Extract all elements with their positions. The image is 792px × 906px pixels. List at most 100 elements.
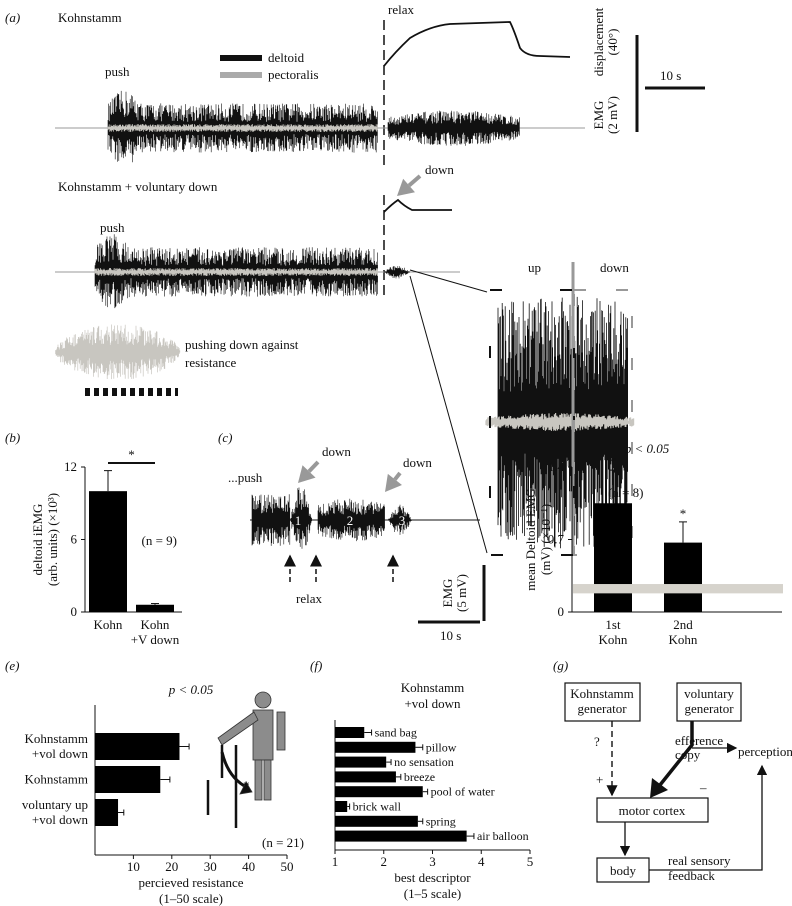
- x-tick-label: 20: [165, 859, 178, 874]
- panel-label: (g): [553, 658, 568, 673]
- y-tick-label: Kohnstamm +vol down: [24, 731, 88, 761]
- y-tick-label: 0.7: [548, 532, 565, 547]
- bar: [89, 491, 127, 612]
- significance: *: [128, 447, 135, 462]
- emg-trace: [251, 494, 291, 546]
- node-label: voluntary generator: [684, 686, 734, 716]
- x-tick-label: 40: [242, 859, 255, 874]
- panel-label: (b): [5, 430, 20, 445]
- node-label: body: [610, 863, 637, 878]
- bar-label: air balloon: [477, 829, 529, 843]
- bar-label: brick wall: [353, 800, 402, 814]
- pointer-arrowhead: [385, 473, 402, 492]
- y-tick-label: 0: [71, 604, 78, 619]
- bar-label: pillow: [426, 740, 457, 754]
- edge-label: efference copy: [675, 733, 723, 762]
- bar: [594, 503, 632, 612]
- annotation: down: [322, 444, 351, 459]
- edge-label: real sensory feedback: [668, 853, 731, 883]
- bar: [335, 786, 423, 798]
- emg-trace: [55, 324, 181, 380]
- bar: [335, 771, 396, 783]
- inset-box: [573, 289, 633, 556]
- edge-label: –: [699, 780, 707, 795]
- bar: [335, 741, 416, 753]
- panel-label: (c): [218, 430, 232, 445]
- x-tick-label: 1: [332, 854, 339, 869]
- bar: [136, 604, 174, 612]
- x-tick-label: 50: [281, 859, 294, 874]
- bar: [335, 815, 418, 827]
- legend-label: pectoralis: [268, 67, 319, 82]
- icon-arrowhead: [239, 781, 253, 795]
- y-tick-label: voluntary up +vol down: [22, 797, 89, 827]
- emg-trace: [317, 498, 385, 542]
- chart-title: Kohnstamm +vol down: [401, 680, 465, 711]
- x-axis-label: percieved resistance (1–50 scale): [138, 875, 243, 906]
- emg-trace: [290, 487, 312, 549]
- annotation: push: [105, 64, 130, 79]
- inset-label: down: [600, 260, 629, 275]
- annotation: ...push: [228, 470, 263, 485]
- chart-title: p < 0.05: [168, 682, 214, 697]
- panel-label: (f): [310, 658, 322, 673]
- legend-label: deltoid: [268, 50, 305, 65]
- bar-label: no sensation: [394, 755, 454, 769]
- y-tick-label: Kohnstamm: [24, 772, 88, 787]
- bar: [335, 756, 387, 768]
- y-tick-label: 0: [558, 604, 565, 619]
- bar: [664, 542, 702, 612]
- icon-head: [254, 691, 272, 709]
- x-tick-label: 3: [429, 854, 436, 869]
- displacement-trace: [383, 21, 571, 67]
- panel-label: (e): [5, 658, 19, 673]
- bar: [335, 830, 467, 842]
- icon-leg: [263, 759, 272, 801]
- x-tick-label: 30: [204, 859, 217, 874]
- node-label: motor cortex: [619, 803, 686, 818]
- diagram-arrows: [606, 721, 768, 871]
- node-box: [564, 682, 641, 722]
- scale-label: 10 s: [660, 68, 681, 83]
- emg-trace: [485, 413, 635, 431]
- annotation: relax: [388, 2, 414, 17]
- emg-trace: [388, 504, 412, 535]
- bar: [95, 733, 180, 760]
- icon-body: [252, 709, 274, 761]
- x-tick-label: Kohn: [94, 617, 123, 632]
- annotation: (n = 8): [608, 485, 644, 500]
- displacement-trace: [383, 198, 452, 213]
- annotation: push: [100, 220, 125, 235]
- pointer-arrow: [393, 471, 402, 481]
- person-icon: [217, 691, 286, 801]
- arrowhead: [650, 778, 668, 798]
- panel-label: (a): [5, 10, 20, 25]
- arrow: [649, 764, 768, 871]
- phase-label: 1: [295, 513, 302, 528]
- scale-label: EMG(5 mV): [440, 574, 469, 612]
- significance: *: [680, 506, 687, 521]
- chart-title: p < 0.05: [624, 441, 670, 456]
- node-box: [596, 797, 709, 823]
- bar: [335, 801, 348, 812]
- node-label: perception: [738, 744, 792, 759]
- significance: *: [610, 454, 617, 469]
- bar: [95, 799, 119, 826]
- scale-label: EMG(2 mV): [591, 96, 620, 134]
- phase-label: 3: [399, 513, 406, 528]
- y-tick-label: 12: [64, 459, 77, 474]
- bar-label: pool of water: [431, 785, 495, 799]
- annotation: pushing down against resistance: [185, 337, 299, 370]
- inset-label: up: [528, 260, 541, 275]
- y-tick-label: 1.4: [548, 459, 565, 474]
- baseline-band: [573, 584, 783, 594]
- zoom-line: [409, 275, 488, 554]
- bar-label: spring: [426, 814, 456, 828]
- x-axis-label: best descriptor (1–5 scale): [394, 870, 471, 901]
- x-tick-label: 5: [527, 854, 534, 869]
- edge-label: ?: [594, 734, 600, 749]
- emg-trace: [107, 124, 378, 132]
- annotation: down: [403, 455, 432, 470]
- bar: [335, 727, 365, 738]
- annotation: (n = 9): [142, 533, 178, 548]
